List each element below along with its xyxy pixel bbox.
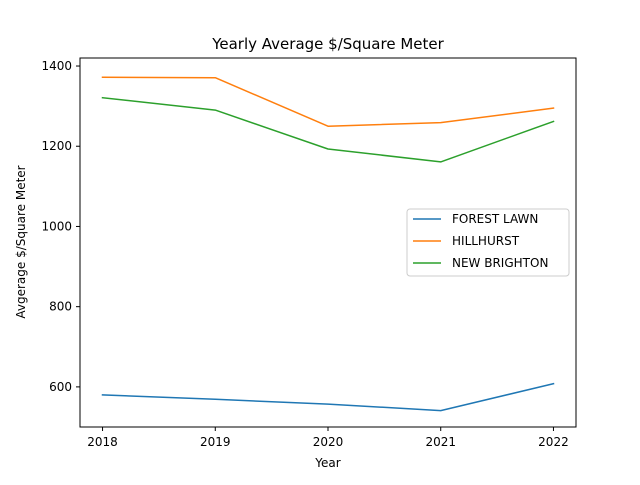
y-tick-label: 1200 xyxy=(41,139,72,153)
x-axis-label: Year xyxy=(314,456,340,470)
x-axis: 2018 2019 2020 2021 2022 xyxy=(87,427,569,449)
y-axis: 600 800 1000 1200 1400 xyxy=(41,59,80,394)
y-tick-label: 600 xyxy=(49,380,72,394)
y-axis-label: Avgerage $/Square Meter xyxy=(14,165,28,318)
legend-box xyxy=(406,208,570,277)
legend-label-1: FOREST LAWN xyxy=(452,212,538,226)
legend: FOREST LAWN HILLHURST NEW BRIGHTON xyxy=(406,208,570,277)
x-tick-label: 2018 xyxy=(87,435,118,449)
series-line-1 xyxy=(101,382,555,412)
chart-title: Yearly Average $/Square Meter xyxy=(211,35,444,53)
series-line-3 xyxy=(101,96,555,163)
legend-label-2: HILLHURST xyxy=(452,234,520,248)
y-tick-label: 1000 xyxy=(41,219,72,233)
y-tick-label: 800 xyxy=(49,300,72,314)
series-layer xyxy=(101,76,555,412)
x-tick-label: 2020 xyxy=(313,435,344,449)
x-tick-label: 2021 xyxy=(425,435,456,449)
x-tick-label: 2022 xyxy=(538,435,569,449)
y-tick-label: 1400 xyxy=(41,59,72,73)
legend-label-3: NEW BRIGHTON xyxy=(452,256,548,270)
x-tick-label: 2019 xyxy=(200,435,231,449)
series-line-2 xyxy=(101,76,555,127)
